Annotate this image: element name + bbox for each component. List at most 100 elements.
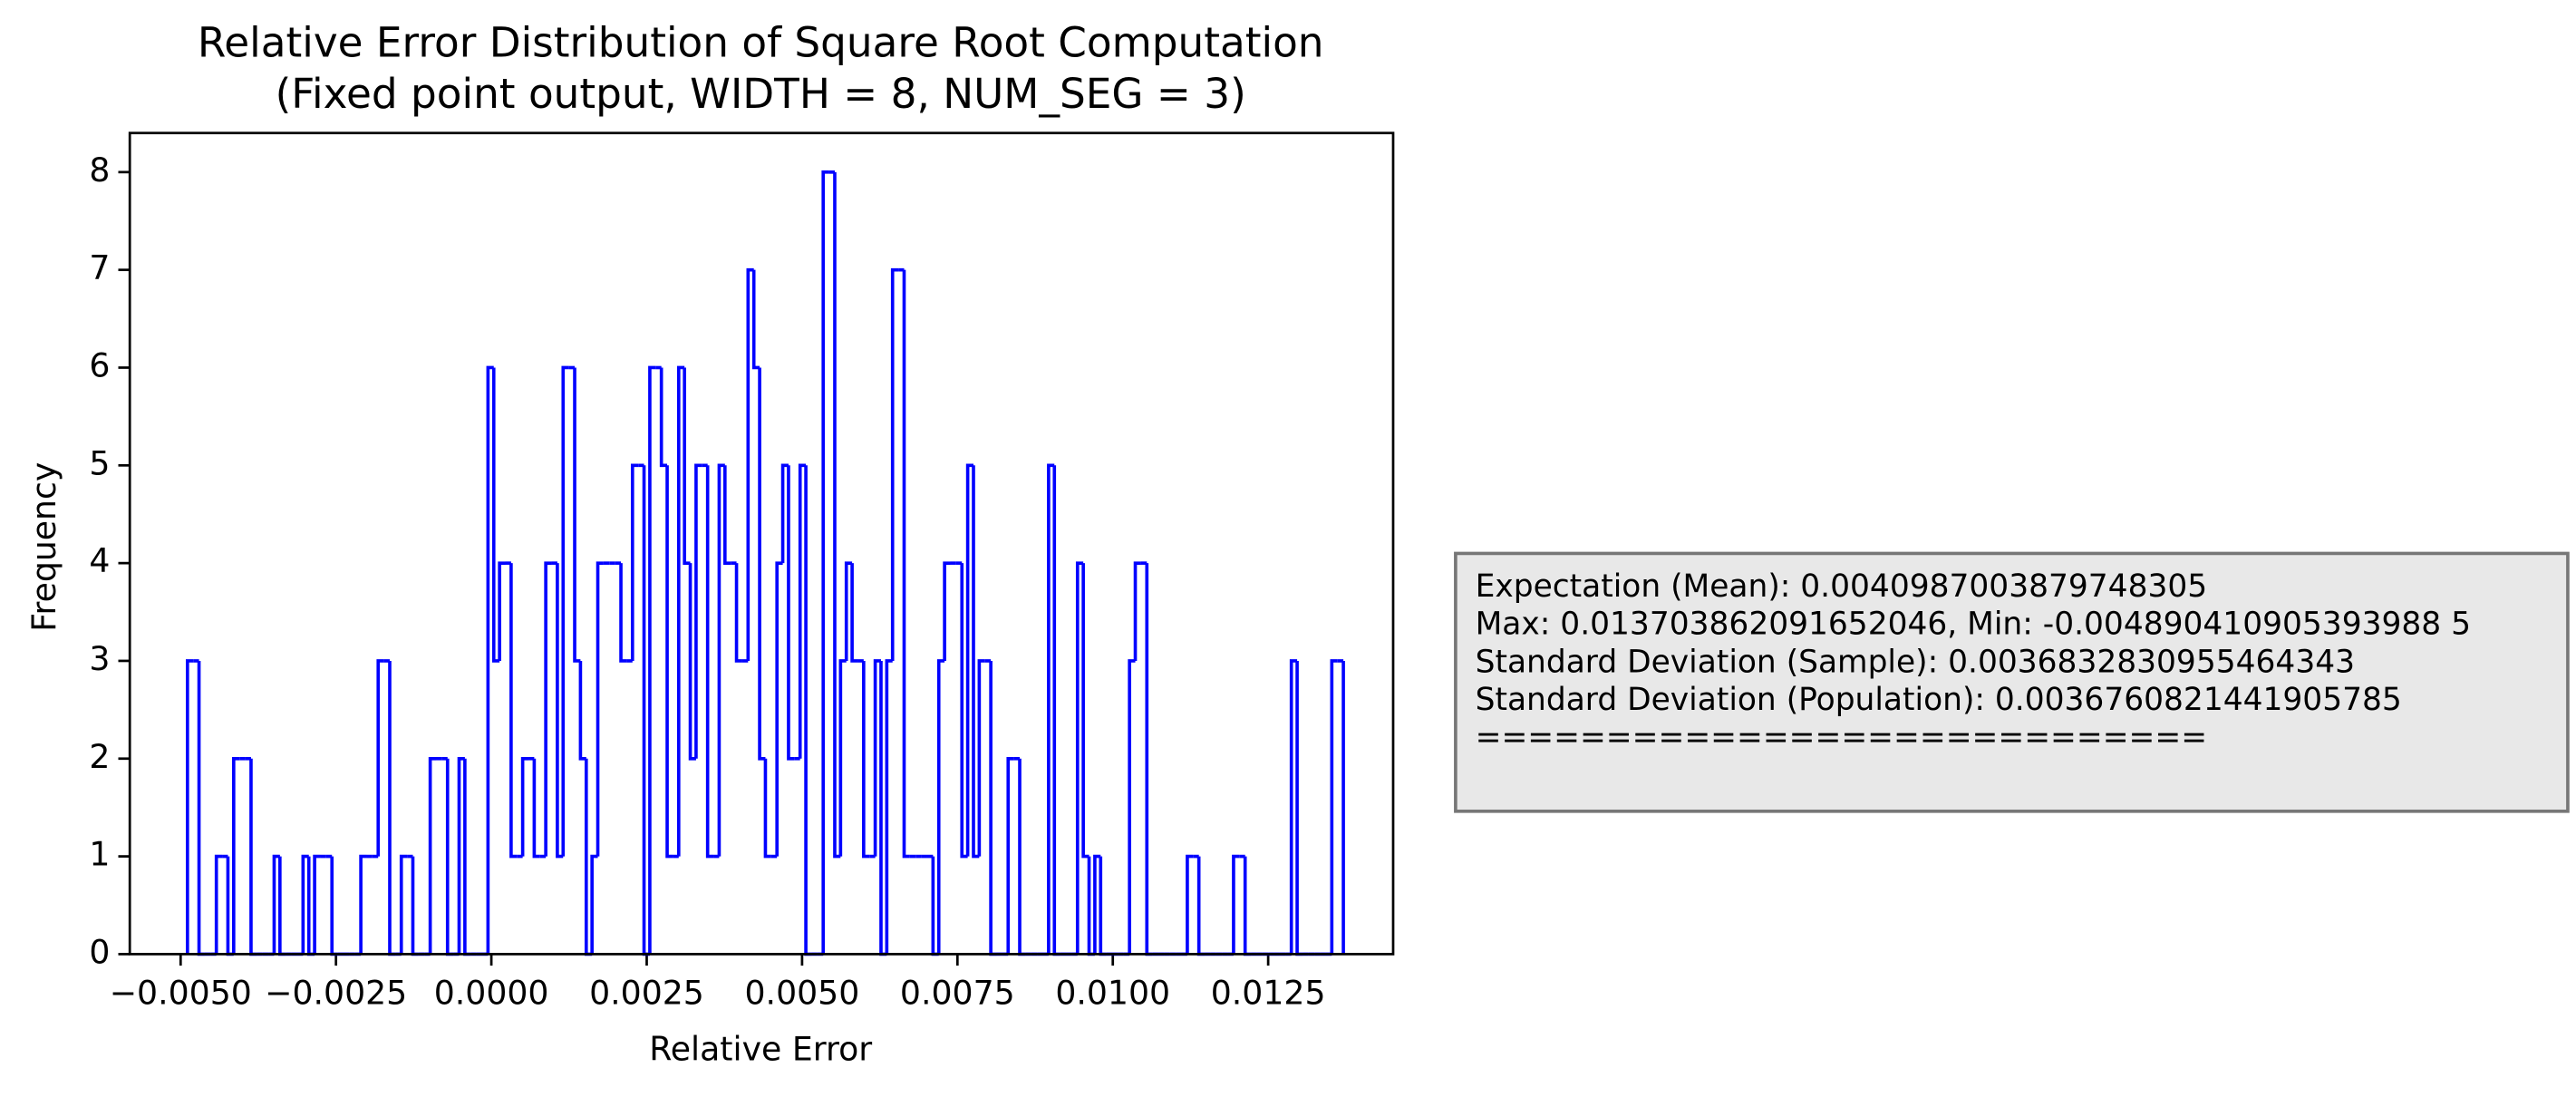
histogram-step (1081, 563, 1089, 859)
histogram-step (1196, 856, 1206, 956)
histogram-step (694, 463, 702, 759)
histogram-step (278, 856, 286, 956)
histogram-step (717, 463, 725, 857)
histogram-step (272, 854, 280, 955)
histogram-step (1099, 856, 1107, 956)
y-axis-label: Frequency (24, 462, 63, 632)
x-tick-label: 0.0025 (589, 974, 704, 1013)
histogram-step (498, 561, 506, 661)
histogram-step (313, 854, 321, 955)
histogram-step (943, 561, 951, 661)
y-tick-label: 7 (89, 248, 110, 287)
stats-line: Standard Deviation (Population): 0.00367… (1476, 682, 2402, 718)
histogram-step (850, 563, 858, 663)
histogram-step (428, 756, 436, 955)
histogram-step (486, 365, 494, 955)
histogram-step (544, 561, 552, 857)
histogram-step (648, 365, 656, 955)
chart-subtitle: (Fixed point output, WIDTH = 8, NUM_SEG … (276, 70, 1246, 118)
stats-line: Max: 0.013703862091652046, Min: -0.00489… (1476, 607, 2471, 643)
histogram-step (1047, 463, 1055, 955)
y-tick-label: 2 (89, 737, 110, 776)
histogram-step (734, 563, 742, 663)
histogram-step (590, 854, 598, 955)
stats-line: Standard Deviation (Sample): 0.003683283… (1476, 644, 2355, 680)
histogram-step (1186, 854, 1194, 955)
histogram-step (578, 660, 586, 761)
histogram-step (977, 659, 985, 857)
histogram-step (758, 367, 766, 761)
histogram-step (989, 660, 997, 956)
histogram-step (683, 367, 691, 565)
histogram-step (1075, 561, 1084, 955)
histogram-step (1330, 659, 1338, 955)
histogram-step (723, 465, 731, 565)
histogram-step (763, 758, 771, 859)
histogram-step (249, 758, 257, 956)
y-tick-label: 3 (89, 639, 110, 678)
histogram-step (885, 659, 893, 955)
histogram-step (1133, 561, 1141, 661)
histogram-step (463, 758, 471, 956)
histogram-step (232, 756, 240, 955)
x-tick-label: 0.0050 (745, 974, 860, 1013)
x-axis-label: Relative Error (649, 1029, 872, 1068)
histogram-step (665, 465, 673, 859)
histogram-step (804, 465, 812, 956)
histogram-step (873, 659, 881, 857)
stats-line: Expectation (Mean): 0.004098700387974830… (1476, 568, 2208, 605)
histogram-step (746, 267, 754, 661)
histogram-step (399, 854, 408, 955)
y-tick-label: 1 (89, 835, 110, 874)
x-tick-label: 0.0075 (900, 974, 1015, 1013)
histogram-step (509, 563, 518, 859)
histogram-step (676, 365, 685, 857)
histogram-step (659, 367, 668, 468)
histogram-step (1006, 756, 1014, 955)
histogram-step (960, 563, 968, 859)
stats-line: ============================ (1476, 720, 2207, 756)
histogram-step (775, 561, 783, 857)
histogram-step (561, 365, 569, 857)
histogram-step (1093, 854, 1101, 955)
histogram-step (936, 659, 945, 955)
histogram-step (520, 756, 529, 857)
histogram-step (359, 854, 367, 955)
histogram-step (838, 659, 847, 857)
histogram-step (821, 170, 829, 955)
histogram-step (556, 563, 564, 859)
histogram-step (1128, 659, 1136, 955)
histogram-step (833, 171, 841, 859)
histogram-step (1018, 758, 1026, 956)
histogram-step (688, 563, 696, 761)
histogram-step (890, 267, 899, 661)
stats-box (1454, 551, 2570, 813)
y-tick-label: 8 (89, 150, 110, 189)
histogram-step (862, 660, 870, 859)
histogram-step (1232, 854, 1240, 955)
histogram-step (751, 269, 760, 370)
histogram-step (197, 660, 205, 956)
histogram-step (573, 367, 581, 663)
histogram-step (445, 758, 454, 956)
histogram-step (630, 463, 639, 661)
x-tick-label: 0.0125 (1211, 974, 1326, 1013)
y-tick-label: 5 (89, 443, 110, 482)
histogram-step (214, 854, 223, 955)
histogram-step (798, 463, 807, 759)
histogram-step (388, 660, 396, 956)
y-tick-label: 4 (89, 541, 110, 580)
histogram-step (186, 659, 194, 955)
x-tick-label: 0.0000 (434, 974, 549, 1013)
histogram-step (1295, 660, 1303, 956)
plot-frame (128, 131, 1395, 956)
x-tick-label: −0.0050 (110, 974, 252, 1013)
histogram-step (619, 563, 627, 663)
y-tick-label: 0 (89, 932, 110, 971)
histogram-step (411, 856, 419, 956)
x-tick-label: −0.0025 (265, 974, 407, 1013)
histogram-step (787, 465, 795, 761)
histogram-step (844, 561, 853, 661)
histogram-step (965, 463, 973, 857)
